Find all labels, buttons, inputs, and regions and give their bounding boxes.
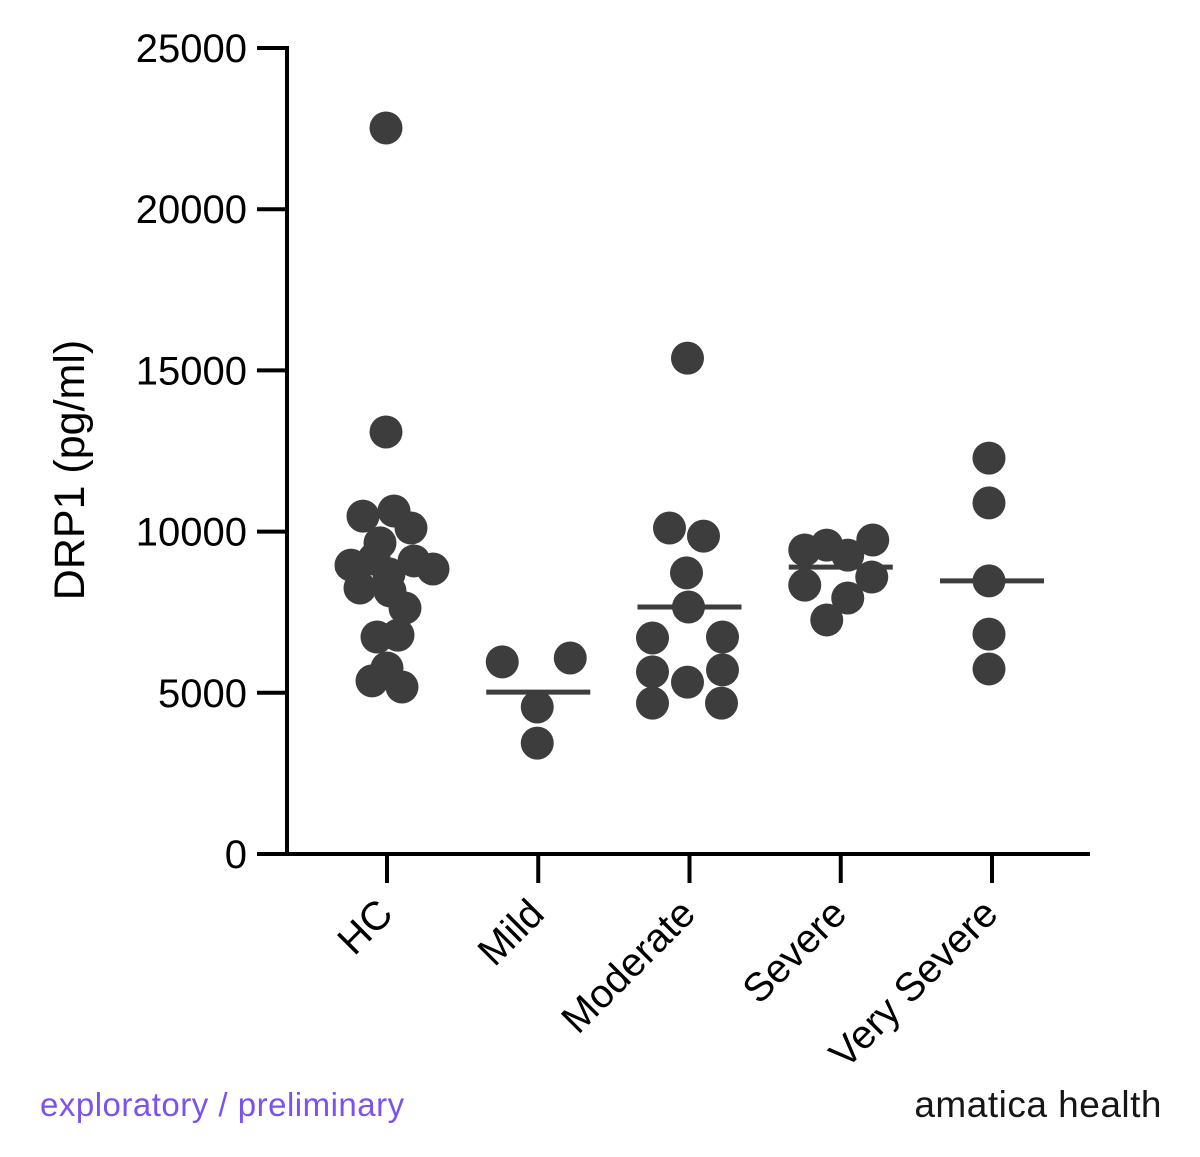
- data-point: [972, 617, 1006, 651]
- data-point: [831, 581, 865, 615]
- data-point: [394, 511, 428, 545]
- data-point: [416, 552, 450, 586]
- data-point: [385, 670, 419, 704]
- data-point: [636, 621, 669, 655]
- data-point: [520, 690, 554, 724]
- data-point: [972, 486, 1006, 520]
- data-point: [346, 499, 380, 533]
- footer-note: exploratory / preliminary: [40, 1086, 405, 1123]
- x-category-label: Mild: [470, 891, 553, 974]
- data-point: [972, 441, 1006, 475]
- data-point: [485, 645, 519, 679]
- data-point: [972, 652, 1006, 686]
- data-point: [343, 571, 377, 605]
- y-tick-label: 25000: [136, 27, 247, 71]
- data-point: [388, 591, 422, 625]
- data-point: [706, 653, 739, 687]
- data-point: [671, 341, 704, 375]
- x-category-label: Moderate: [553, 891, 704, 1042]
- data-point: [636, 686, 669, 720]
- y-axis-title: DRP1 (pg/ml): [46, 340, 94, 600]
- data-point: [856, 523, 890, 557]
- data-point: [520, 726, 554, 760]
- data-point: [670, 556, 703, 590]
- data-point: [706, 620, 739, 654]
- data-point: [705, 686, 738, 720]
- data-point: [369, 415, 403, 449]
- data-point: [636, 655, 669, 689]
- data-point: [788, 533, 822, 567]
- data-point: [672, 590, 705, 624]
- data-point: [355, 664, 389, 698]
- data-point: [972, 564, 1006, 598]
- data-point: [687, 519, 720, 553]
- data-point: [831, 538, 865, 572]
- data-point: [810, 603, 844, 637]
- x-category-label: HC: [329, 891, 401, 963]
- data-point: [369, 111, 403, 145]
- data-point: [653, 511, 686, 545]
- y-tick-label: 0: [225, 833, 247, 877]
- data-point: [788, 568, 822, 602]
- brand-name: amatica health: [914, 1084, 1162, 1125]
- y-tick-label: 20000: [136, 188, 247, 232]
- y-tick-label: 5000: [158, 672, 247, 716]
- data-point: [553, 641, 587, 675]
- y-tick-label: 15000: [136, 349, 247, 393]
- data-point: [855, 560, 889, 594]
- y-tick-label: 10000: [136, 511, 247, 555]
- x-category-label: Severe: [734, 891, 855, 1012]
- data-point: [671, 665, 704, 699]
- data-point: [360, 620, 394, 654]
